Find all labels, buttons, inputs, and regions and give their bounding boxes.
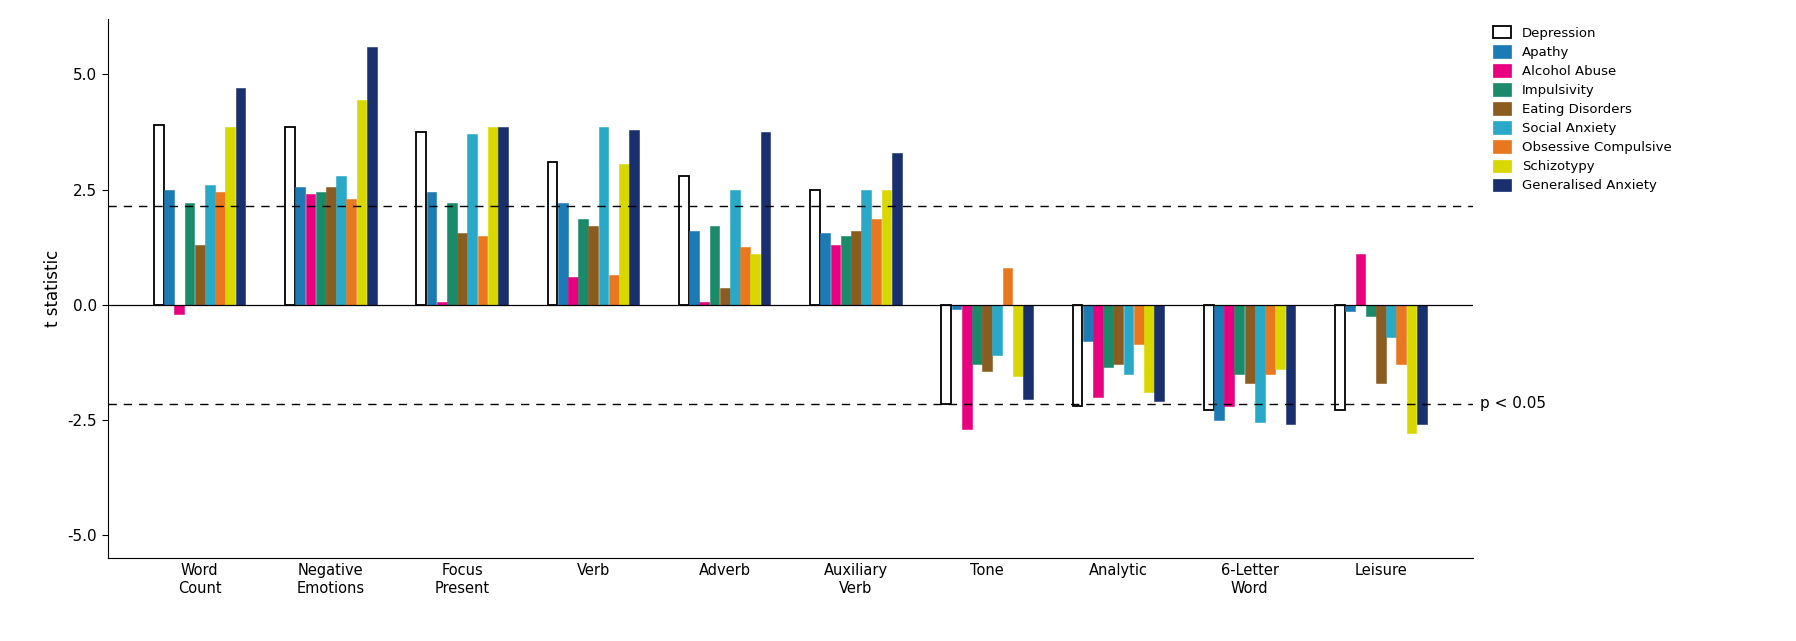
Bar [589,226,598,304]
Legend: Depression, Apathy, Alcohol Abuse, Impulsivity, Eating Disorders, Social Anxiety: Depression, Apathy, Alcohol Abuse, Impul… [1492,26,1672,192]
Bar [1345,304,1356,312]
Bar [760,132,770,304]
Bar [821,233,830,304]
Bar [871,219,882,304]
Bar [205,185,216,304]
Bar [417,132,426,304]
Bar [1214,304,1223,420]
Bar [851,231,860,304]
Bar [729,190,740,304]
Bar [316,192,325,304]
Bar [154,125,163,304]
Bar [1264,304,1275,374]
Bar [163,190,174,304]
Bar [963,304,972,429]
Bar [810,190,821,304]
Bar [1103,304,1114,367]
Bar [305,194,316,304]
Bar [1013,304,1022,376]
Bar [366,47,377,304]
Bar [1144,304,1153,392]
Bar [1365,304,1376,316]
Bar [224,128,235,304]
Bar [972,304,982,364]
Bar [548,162,557,304]
Bar [1417,304,1426,424]
Bar [1002,268,1013,304]
Bar [1072,304,1083,406]
Bar [609,274,618,304]
Bar [478,235,487,304]
Bar [427,192,436,304]
Bar [893,153,902,304]
Bar [235,88,246,304]
Bar [709,226,720,304]
Bar [830,245,841,304]
Bar [740,247,751,304]
Bar [1275,304,1286,369]
Bar [620,164,629,304]
Bar [1356,254,1365,304]
Bar [1286,304,1295,424]
Bar [720,288,729,304]
Bar [1395,304,1406,364]
Text: p < 0.05: p < 0.05 [1480,396,1546,411]
Bar [295,187,305,304]
Bar [216,192,224,304]
Bar [629,129,639,304]
Bar [185,203,194,304]
Bar [1406,304,1417,433]
Bar [194,245,205,304]
Bar [1133,304,1144,344]
Bar [568,277,578,304]
Bar [1083,304,1092,342]
Y-axis label: t statistic: t statistic [45,250,63,327]
Bar [1245,304,1254,383]
Bar [679,176,688,304]
Bar [1114,304,1122,364]
Bar [699,303,709,304]
Bar [327,187,336,304]
Bar [489,128,497,304]
Bar [941,304,952,403]
Bar [436,303,447,304]
Bar [1225,304,1234,406]
Bar [286,128,295,304]
Bar [1334,304,1345,410]
Bar [1124,304,1133,374]
Bar [1255,304,1264,422]
Bar [578,219,587,304]
Bar [497,128,508,304]
Bar [751,254,760,304]
Bar [347,199,356,304]
Bar [174,304,185,313]
Bar [982,304,991,371]
Bar [458,233,467,304]
Bar [447,203,456,304]
Bar [1387,304,1395,337]
Bar [1155,304,1164,401]
Bar [467,134,478,304]
Bar [336,176,347,304]
Bar [598,128,609,304]
Bar [882,190,891,304]
Bar [993,304,1002,355]
Bar [952,304,961,309]
Bar [841,235,851,304]
Bar [860,190,871,304]
Bar [690,231,699,304]
Bar [1376,304,1387,383]
Bar [357,100,366,304]
Bar [1094,304,1103,397]
Bar [1203,304,1214,410]
Bar [1024,304,1033,399]
Bar [1234,304,1245,374]
Bar [559,203,568,304]
